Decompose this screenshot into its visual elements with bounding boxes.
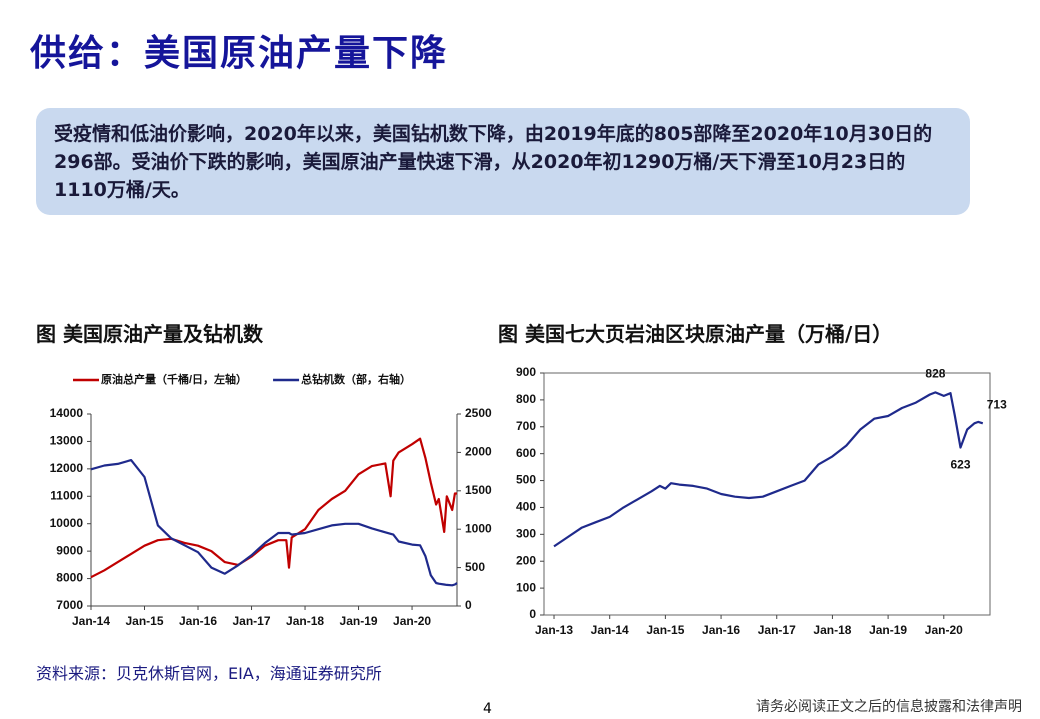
x-tick-label: Jan-17 bbox=[233, 614, 271, 628]
series-line bbox=[553, 391, 984, 548]
y-tick-label: 500 bbox=[516, 473, 536, 487]
plot-frame bbox=[543, 372, 991, 616]
y-tick-label: 800 bbox=[516, 392, 536, 406]
x-tick-label: Jan-17 bbox=[758, 623, 796, 637]
y2-tick-label: 1000 bbox=[465, 521, 492, 535]
x-tick-label: Jan-18 bbox=[286, 614, 324, 628]
y-tick-label: 8000 bbox=[56, 571, 83, 585]
y2-tick-label: 500 bbox=[465, 560, 485, 574]
y-tick-label: 11000 bbox=[50, 488, 83, 502]
y2-tick-label: 0 bbox=[465, 598, 472, 612]
x-tick-label: Jan-19 bbox=[340, 614, 378, 628]
y-tick-label: 200 bbox=[516, 553, 536, 567]
chart-title: 图 美国原油产量及钻机数 bbox=[36, 322, 263, 346]
y-tick-label: 12000 bbox=[50, 461, 84, 475]
y-tick-label: 14000 bbox=[50, 406, 84, 420]
x-tick-label: Jan-16 bbox=[702, 623, 740, 637]
y-tick-label: 600 bbox=[516, 446, 536, 460]
series-line bbox=[90, 459, 458, 587]
legend-label: 原油总产量（千桶/日，左轴） bbox=[101, 372, 247, 386]
legend-label: 总钻机数（部，右轴） bbox=[301, 372, 411, 386]
y-tick-label: 900 bbox=[516, 365, 536, 379]
x-tick-label: Jan-19 bbox=[869, 623, 907, 637]
y-tick-label: 700 bbox=[516, 419, 536, 433]
x-tick-label: Jan-18 bbox=[813, 623, 851, 637]
summary-text: 受疫情和低油价影响，2020年以来，美国钻机数下降，由2019年底的805部降至… bbox=[54, 123, 933, 201]
chart-title: 图 美国七大页岩油区块原油产量（万桶/日） bbox=[498, 322, 893, 346]
y-tick-label: 13000 bbox=[50, 434, 84, 448]
y2-tick-label: 2000 bbox=[465, 445, 492, 459]
data-label: 828 bbox=[925, 367, 945, 381]
x-tick-label: Jan-16 bbox=[179, 614, 217, 628]
y-tick-label: 100 bbox=[516, 580, 536, 594]
y-tick-label: 7000 bbox=[56, 598, 83, 612]
y-tick-label: 0 bbox=[529, 607, 536, 621]
y-tick-label: 10000 bbox=[50, 516, 84, 530]
x-tick-label: Jan-15 bbox=[646, 623, 684, 637]
y-tick-label: 9000 bbox=[56, 543, 83, 557]
source-note: 资料来源：贝克休斯官网，EIA，海通证券研究所 bbox=[36, 664, 382, 683]
y2-tick-label: 2500 bbox=[465, 406, 492, 420]
page-number: 4 bbox=[483, 701, 492, 717]
series-line bbox=[90, 437, 457, 579]
x-tick-label: Jan-20 bbox=[393, 614, 431, 628]
y2-tick-label: 1500 bbox=[465, 483, 492, 497]
y-tick-label: 300 bbox=[516, 527, 536, 541]
data-label: 623 bbox=[950, 458, 970, 472]
y-tick-label: 400 bbox=[516, 500, 536, 514]
x-tick-label: Jan-14 bbox=[72, 614, 110, 628]
data-label: 713 bbox=[987, 397, 1007, 411]
slide-title: 供给：美国原油产量下降 bbox=[30, 32, 449, 74]
summary-box: 受疫情和低油价影响，2020年以来，美国钻机数下降，由2019年底的805部降至… bbox=[36, 108, 970, 215]
x-tick-label: Jan-14 bbox=[591, 623, 629, 637]
x-tick-label: Jan-13 bbox=[535, 623, 573, 637]
disclaimer: 请务必阅读正文之后的信息披露和法律声明 bbox=[756, 699, 1022, 715]
x-tick-label: Jan-20 bbox=[925, 623, 963, 637]
x-tick-label: Jan-15 bbox=[125, 614, 163, 628]
